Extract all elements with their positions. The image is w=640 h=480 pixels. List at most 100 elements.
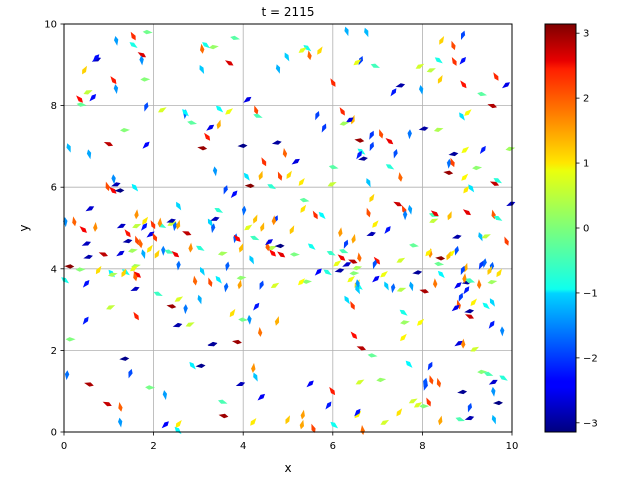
quiver-arrow [489, 181, 500, 186]
quiver-arrow [289, 225, 295, 235]
quiver-arrow [464, 309, 475, 314]
quiver-arrow [400, 320, 410, 325]
quiver-arrow [249, 255, 254, 265]
quiver-arrow [172, 221, 178, 232]
quiver-arrow [154, 249, 160, 259]
quiver-arrow [419, 289, 429, 294]
quiver-arrow [128, 248, 138, 253]
quiver-arrow [241, 205, 247, 216]
quiver-arrow [164, 249, 174, 254]
quiver-arrow [172, 322, 183, 328]
quiver-arrow [114, 36, 119, 46]
quiver-arrow [302, 279, 312, 284]
quiver-arrow [274, 316, 280, 326]
quiver-arrow [435, 256, 446, 261]
quiver-arrow [451, 57, 457, 66]
quiver-arrow [182, 109, 189, 117]
quiver-arrow [366, 178, 371, 188]
colorbar-ticks: −3 −2 −1 0 1 2 3 [576, 29, 598, 429]
quiver-arrow [426, 397, 431, 407]
quiver-arrow [418, 126, 429, 131]
quiver-arrow [433, 127, 444, 132]
colorbar-tick-label: 2 [583, 94, 589, 105]
quiver-arrow [176, 260, 181, 271]
quiver-arrow [307, 50, 312, 61]
quiver-arrow [270, 282, 280, 288]
quiver-arrow [467, 402, 472, 413]
colorbar-gradient [545, 24, 576, 432]
quiver-arrow [429, 375, 434, 385]
quiver-arrow [204, 132, 211, 141]
quiver-arrow [142, 141, 150, 149]
quiver-arrow [483, 371, 494, 376]
quiver-arrow [250, 235, 260, 241]
quiver-arrow [409, 281, 414, 292]
quiver-arrow [463, 185, 470, 194]
quiver-arrow [118, 417, 123, 428]
quiver-arrow [162, 390, 167, 400]
quiver-arrow [218, 413, 229, 419]
quiver-arrow [207, 341, 218, 347]
quiver-arrow [299, 197, 310, 203]
quiver-arrow [265, 239, 273, 246]
quiver-arrow [214, 208, 224, 213]
quiver-arrow [260, 222, 265, 232]
quiver-arrow [138, 238, 143, 249]
y-tick-label: 0 [51, 428, 57, 439]
quiver-arrow [318, 211, 326, 220]
quiver-arrow [372, 259, 377, 270]
quiver-arrow [487, 280, 498, 285]
quiver-arrow [232, 339, 242, 345]
quiver-arrow [347, 276, 355, 283]
quiver-arrow [243, 96, 252, 103]
quiver-arrow [108, 272, 118, 277]
quiver-arrow [461, 173, 469, 181]
quiver-arrow [299, 419, 304, 430]
quiver-arrow [92, 54, 100, 62]
quiver-arrow [253, 372, 258, 382]
quiver-arrow [84, 382, 94, 387]
quiver-arrow [206, 124, 215, 131]
quiver-arrow [130, 286, 140, 291]
quiver-arrow [502, 82, 510, 89]
quiver-arrow [400, 333, 407, 342]
quiver-arrow [487, 103, 497, 109]
quiver-arrow [461, 338, 466, 349]
quiver-arrow [233, 234, 241, 242]
quiver-arrow [452, 234, 462, 239]
quiver-arrow [166, 218, 176, 223]
x-tick-label: 6 [330, 441, 336, 452]
quiver-arrow [384, 226, 391, 234]
quiver-arrow [505, 146, 516, 152]
quiver-arrow [364, 27, 369, 38]
quiver-arrow [250, 418, 257, 426]
quiver-arrow [141, 249, 146, 259]
quiver-arrow [339, 121, 350, 126]
quiver-arrow [339, 249, 349, 254]
quiver-arrow [166, 304, 177, 309]
quiver-arrow [129, 42, 138, 48]
quiver-arrow [134, 209, 139, 220]
quiver-arrow [167, 221, 177, 226]
quiver-arrow [146, 231, 155, 238]
quiver-arrow [150, 220, 156, 230]
quiver-arrow [419, 85, 424, 95]
quiver-arrow [493, 178, 502, 184]
quiver-arrow [493, 72, 499, 81]
quiver-arrow [64, 370, 70, 381]
quiver-arrow [477, 91, 487, 97]
quiver-arrow [215, 275, 222, 284]
quiver-arrow [328, 164, 339, 170]
quiver-arrow [415, 63, 425, 69]
quiver-arrow [285, 415, 290, 425]
quiver-arrow [327, 182, 337, 187]
quiver-arrow [161, 245, 166, 256]
quiver-arrow [428, 248, 433, 259]
quiver-arrow [479, 145, 486, 154]
quiver-arrow [337, 254, 346, 261]
quiver-arrow [133, 271, 141, 278]
quiver-arrow [454, 245, 459, 256]
y-tick-label: 4 [51, 264, 57, 275]
quiver-arrow [300, 204, 307, 213]
quiver-arrow [450, 157, 455, 168]
